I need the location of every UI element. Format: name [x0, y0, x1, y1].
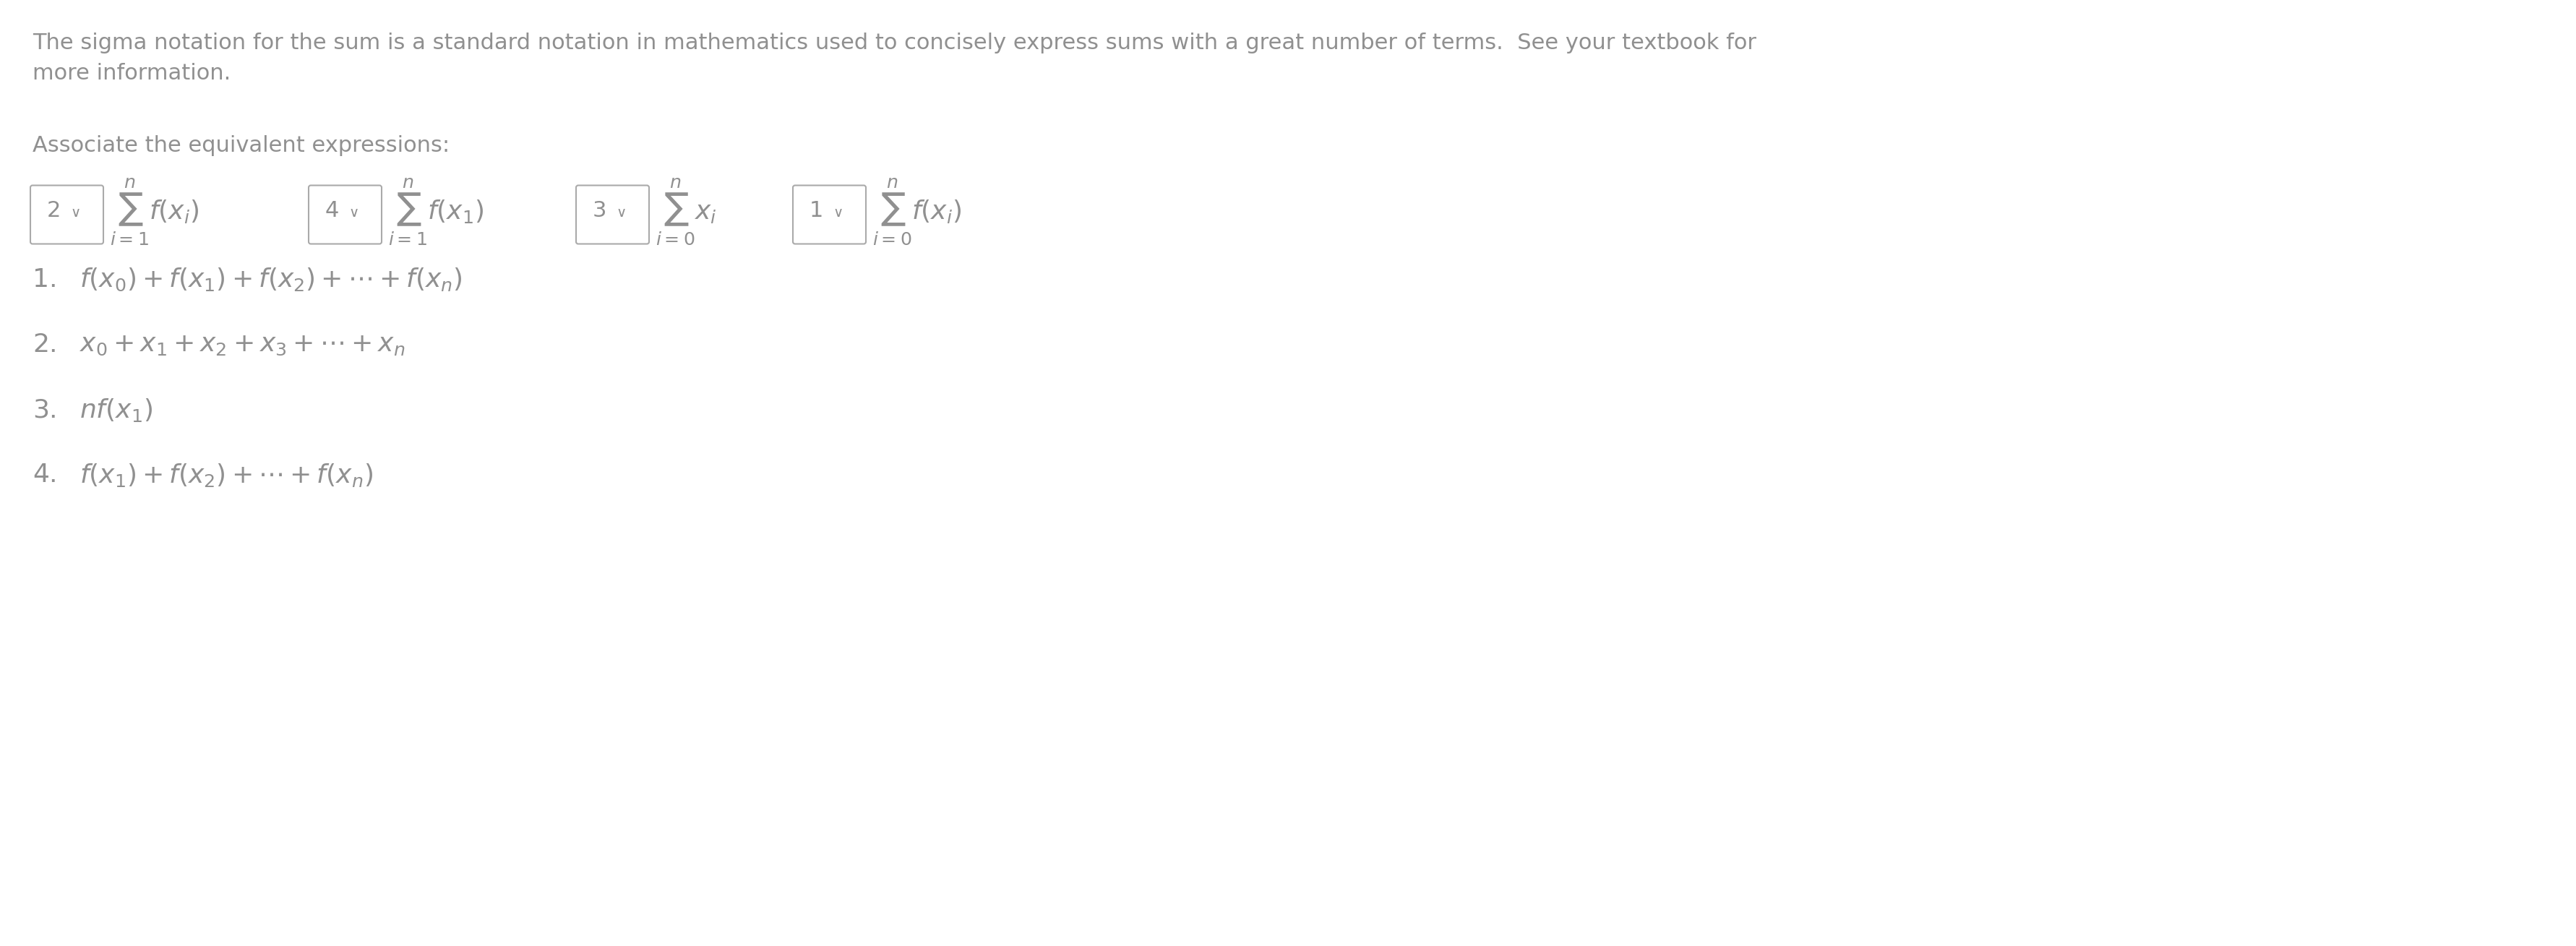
Text: 3: 3	[592, 201, 608, 221]
FancyBboxPatch shape	[31, 185, 103, 244]
Text: ∨: ∨	[616, 205, 626, 219]
Text: more information.: more information.	[33, 62, 232, 84]
Text: ∨: ∨	[832, 205, 842, 219]
Text: $nf(x_1)$: $nf(x_1)$	[80, 396, 152, 423]
Text: 1: 1	[809, 201, 824, 221]
Text: The sigma notation for the sum is a standard notation in mathematics used to con: The sigma notation for the sum is a stan…	[33, 32, 1757, 54]
Text: $\sum_{i=0}^{n} x_i$: $\sum_{i=0}^{n} x_i$	[654, 177, 716, 247]
Text: Associate the equivalent expressions:: Associate the equivalent expressions:	[33, 135, 451, 156]
Text: 4: 4	[325, 201, 340, 221]
Text: $\sum_{i=1}^{n} f(x_1)$: $\sum_{i=1}^{n} f(x_1)$	[389, 177, 484, 247]
Text: 1.: 1.	[33, 268, 57, 292]
Text: $\sum_{i=1}^{n} f(x_i)$: $\sum_{i=1}^{n} f(x_i)$	[111, 177, 198, 247]
FancyBboxPatch shape	[577, 185, 649, 244]
Text: $f(x_1) + f(x_2) + \cdots + f(x_n)$: $f(x_1) + f(x_2) + \cdots + f(x_n)$	[80, 462, 374, 488]
Text: 3.: 3.	[33, 397, 57, 422]
Text: ∨: ∨	[348, 205, 358, 219]
Text: $x_0 + x_1 + x_2 + x_3 + \cdots + x_n$: $x_0 + x_1 + x_2 + x_3 + \cdots + x_n$	[80, 332, 404, 357]
Text: 4.: 4.	[33, 463, 57, 487]
Text: 2: 2	[46, 201, 62, 221]
FancyBboxPatch shape	[793, 185, 866, 244]
FancyBboxPatch shape	[309, 185, 381, 244]
Text: 2.: 2.	[33, 332, 57, 357]
Text: $\sum_{i=0}^{n} f(x_i)$: $\sum_{i=0}^{n} f(x_i)$	[873, 177, 961, 247]
Text: ∨: ∨	[70, 205, 80, 219]
Text: $f(x_0) + f(x_1) + f(x_2) + \cdots + f(x_n)$: $f(x_0) + f(x_1) + f(x_2) + \cdots + f(x…	[80, 267, 464, 293]
